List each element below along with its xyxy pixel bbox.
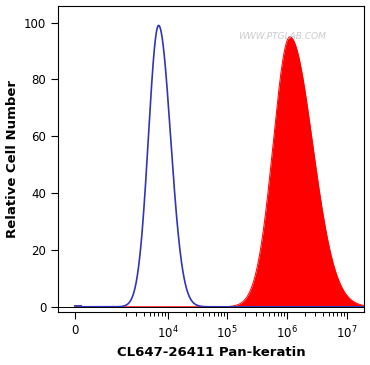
Text: WWW.PTGLAB.COM: WWW.PTGLAB.COM — [238, 32, 326, 41]
X-axis label: CL647-26411 Pan-keratin: CL647-26411 Pan-keratin — [117, 346, 306, 360]
Y-axis label: Relative Cell Number: Relative Cell Number — [6, 80, 18, 238]
